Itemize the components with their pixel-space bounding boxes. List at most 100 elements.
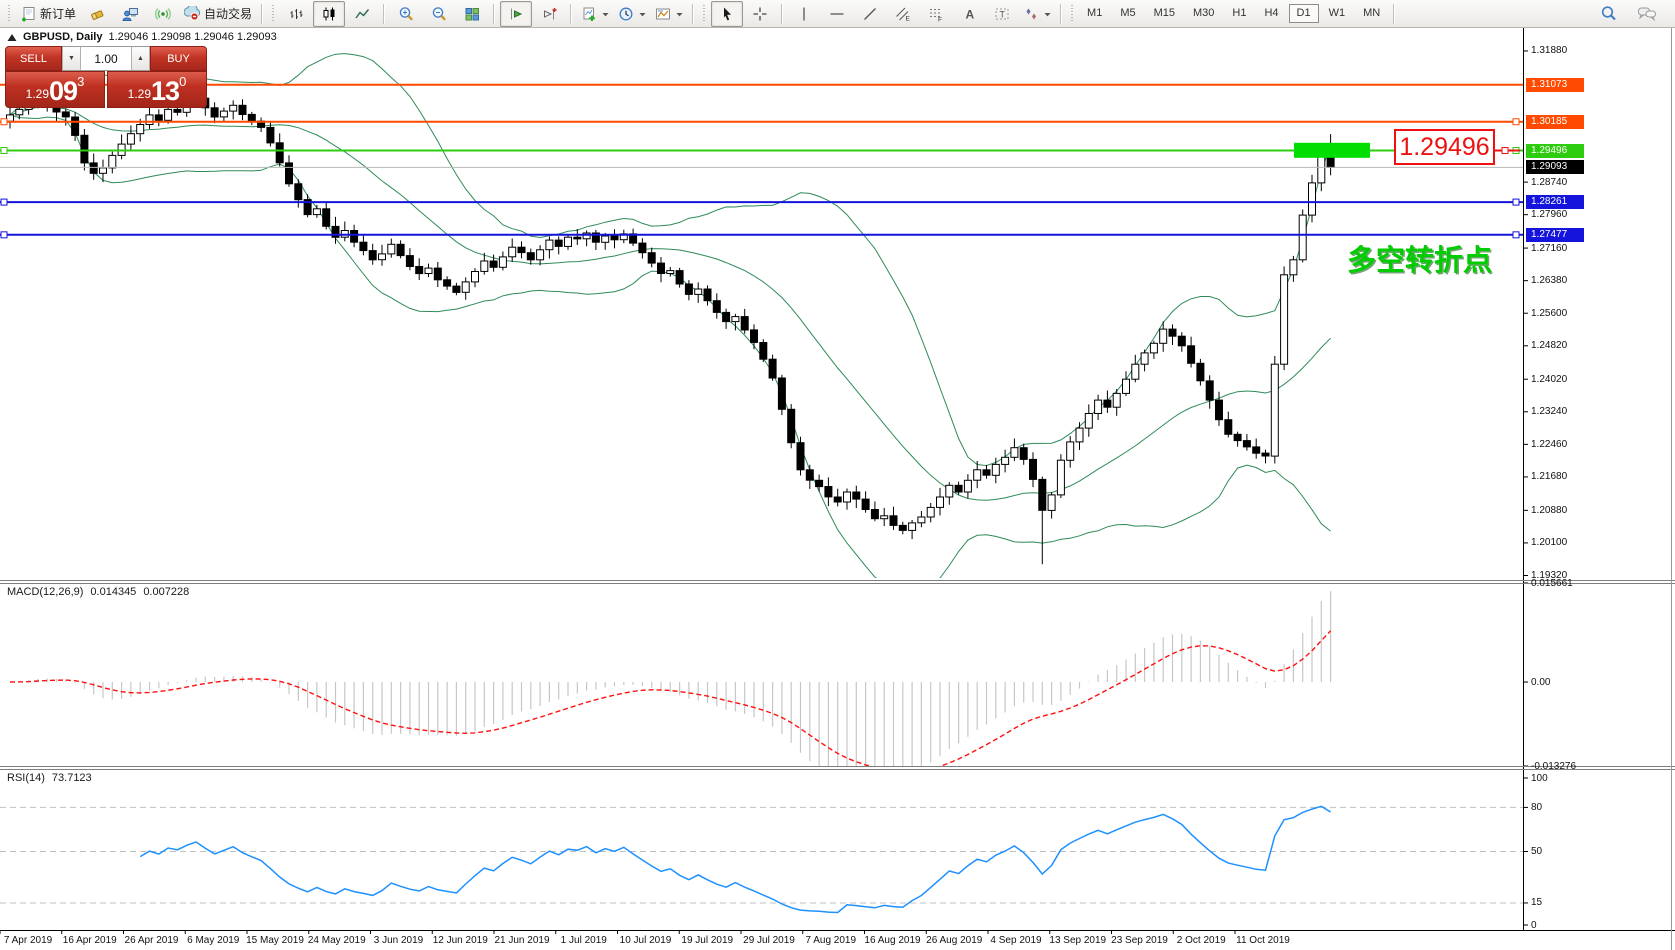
- line-chart-mode-button[interactable]: [346, 1, 378, 27]
- templates-button[interactable]: [651, 1, 687, 27]
- new-order-button[interactable]: 新订单: [16, 1, 80, 27]
- zoom-in-button[interactable]: [390, 1, 422, 27]
- volume-decrease-button[interactable]: ▼: [62, 47, 81, 70]
- time-tick: 11 Oct 2019: [1236, 935, 1290, 946]
- search-button[interactable]: [1593, 1, 1625, 27]
- window-right-border: [1671, 0, 1672, 950]
- horizontal-level-lines[interactable]: [0, 83, 1523, 239]
- vertical-line-tool-button[interactable]: [788, 1, 820, 27]
- price-tick: 1.28740: [1531, 176, 1568, 188]
- price-callout-box[interactable]: 1.29496: [1394, 129, 1495, 165]
- signal-button[interactable]: [147, 1, 179, 27]
- new-order-label: 新订单: [40, 7, 77, 21]
- time-tick: 7 Aug 2019: [805, 935, 857, 946]
- price-axis-line: [1523, 28, 1524, 930]
- toolbar-grip[interactable]: [271, 4, 277, 23]
- time-tick: 16 Aug 2019: [864, 935, 921, 946]
- macd-name: MACD(12,26,9): [7, 586, 84, 598]
- chat-button[interactable]: [1631, 1, 1663, 27]
- cursor-tool-button[interactable]: [711, 0, 744, 27]
- line-chart-icon: [354, 8, 369, 18]
- eraser-button[interactable]: [81, 1, 113, 27]
- time-tick: 12 Jun 2019: [432, 935, 488, 946]
- rsi-axis-tick: 0: [1531, 919, 1537, 931]
- periods-button[interactable]: [614, 1, 650, 27]
- main-toolbar: 新订单 自动交易: [0, 0, 1675, 28]
- highlight-rectangle[interactable]: [1294, 142, 1370, 158]
- time-tick: 16 Apr 2019: [62, 935, 117, 946]
- timeframe-M30[interactable]: M30: [1193, 7, 1215, 19]
- pane-separator[interactable]: [0, 766, 1675, 767]
- sell-button[interactable]: SELL: [5, 46, 62, 71]
- chart-canvas[interactable]: [0, 28, 1675, 950]
- timeframe-H4[interactable]: H4: [1264, 7, 1279, 19]
- vertical-line-icon: [802, 7, 805, 20]
- arrows-dropdown-caret: [1044, 12, 1051, 16]
- tile-windows-button[interactable]: [456, 1, 488, 27]
- bar-chart-mode-button[interactable]: [280, 1, 312, 27]
- horizontal-line-tool-button[interactable]: [821, 1, 853, 27]
- timeframe-D1[interactable]: D1: [1288, 4, 1319, 23]
- volume-value[interactable]: 1.00: [94, 51, 118, 66]
- price-tick: 1.27160: [1531, 242, 1568, 254]
- chart-shift-button[interactable]: [533, 1, 565, 27]
- price-tick: 1.19320: [1531, 569, 1568, 581]
- pane-separator[interactable]: [0, 769, 1675, 770]
- macd-indicator: [9, 591, 1332, 766]
- timeframe-M15[interactable]: M15: [1153, 7, 1175, 19]
- pane-separator[interactable]: [0, 580, 1675, 581]
- toolbar-separator: [1060, 3, 1063, 24]
- toolbar-grip[interactable]: [7, 4, 12, 23]
- volume-increase-button[interactable]: ▲: [131, 47, 150, 70]
- toolbar-separator: [493, 3, 496, 24]
- timeframe-W1[interactable]: W1: [1328, 7, 1346, 19]
- timeframe-M5[interactable]: M5: [1120, 7, 1136, 19]
- chart-header: GBPUSD, Daily 1.29046 1.29098 1.29046 1.…: [7, 31, 277, 43]
- buy-button[interactable]: BUY: [150, 46, 207, 71]
- horizontal-line-icon: [830, 12, 844, 15]
- price-line-tag: 1.29496: [1526, 143, 1584, 158]
- one-click-trading-panel: SELL ▼ 1.00 ▲ BUY 1.29 09 3 1.29 13 0: [5, 46, 207, 108]
- templates-dropdown-caret: [676, 12, 683, 16]
- collapse-arrow-icon[interactable]: [7, 33, 17, 42]
- rsi-indicator: [0, 805, 1523, 914]
- price-tick: 1.26380: [1531, 275, 1568, 287]
- timeframe-H1[interactable]: H1: [1232, 7, 1247, 19]
- price-line-tag: 1.31073: [1526, 77, 1584, 92]
- indicators-button[interactable]: [577, 1, 613, 27]
- text-tool-button[interactable]: A: [953, 1, 985, 27]
- price-tick: 1.20100: [1531, 537, 1568, 549]
- channel-tool-button[interactable]: E: [887, 1, 919, 27]
- rsi-axis-tick: 15: [1531, 897, 1543, 909]
- sell-price-button[interactable]: 1.29 09 3: [5, 71, 105, 108]
- text-label-tool-button[interactable]: T: [986, 1, 1018, 27]
- toolbar-separator: [781, 3, 784, 24]
- time-tick: 21 Jun 2019: [494, 935, 550, 946]
- toolbar-grip[interactable]: [702, 4, 708, 23]
- price-callout-text: 1.29496: [1399, 132, 1490, 161]
- arrows-tool-button[interactable]: [1019, 1, 1055, 27]
- zoom-in-icon: [399, 6, 413, 21]
- cursor-icon: [723, 7, 731, 20]
- pane-separator[interactable]: [0, 583, 1675, 584]
- autotrading-button[interactable]: 自动交易: [180, 1, 256, 27]
- price-line-tag: 1.27477: [1526, 227, 1584, 242]
- fibonacci-tool-button[interactable]: F: [920, 1, 952, 27]
- timeframe-M1[interactable]: M1: [1087, 7, 1103, 19]
- candlestick-series[interactable]: [6, 91, 1335, 565]
- candlestick-mode-button[interactable]: [313, 0, 346, 27]
- time-tick: 6 May 2019: [187, 935, 240, 946]
- time-tick: 26 Apr 2019: [124, 935, 179, 946]
- buy-price-button[interactable]: 1.29 13 0: [107, 71, 207, 108]
- rsi-label: RSI(14) 73.7123: [7, 772, 92, 784]
- bar-chart-icon: [290, 8, 303, 19]
- crosshair-tool-button[interactable]: [744, 1, 776, 27]
- trendline-tool-button[interactable]: [854, 1, 886, 27]
- timeframe-MN[interactable]: MN: [1363, 7, 1381, 19]
- auto-scroll-button[interactable]: [500, 0, 533, 27]
- price-line-tag: 1.28261: [1526, 195, 1584, 210]
- zoom-out-button[interactable]: [423, 1, 455, 27]
- toolbar-grip[interactable]: [1070, 4, 1076, 23]
- user-terminal-button[interactable]: [114, 1, 146, 27]
- chinese-annotation-text[interactable]: 多空转折点: [1347, 245, 1493, 277]
